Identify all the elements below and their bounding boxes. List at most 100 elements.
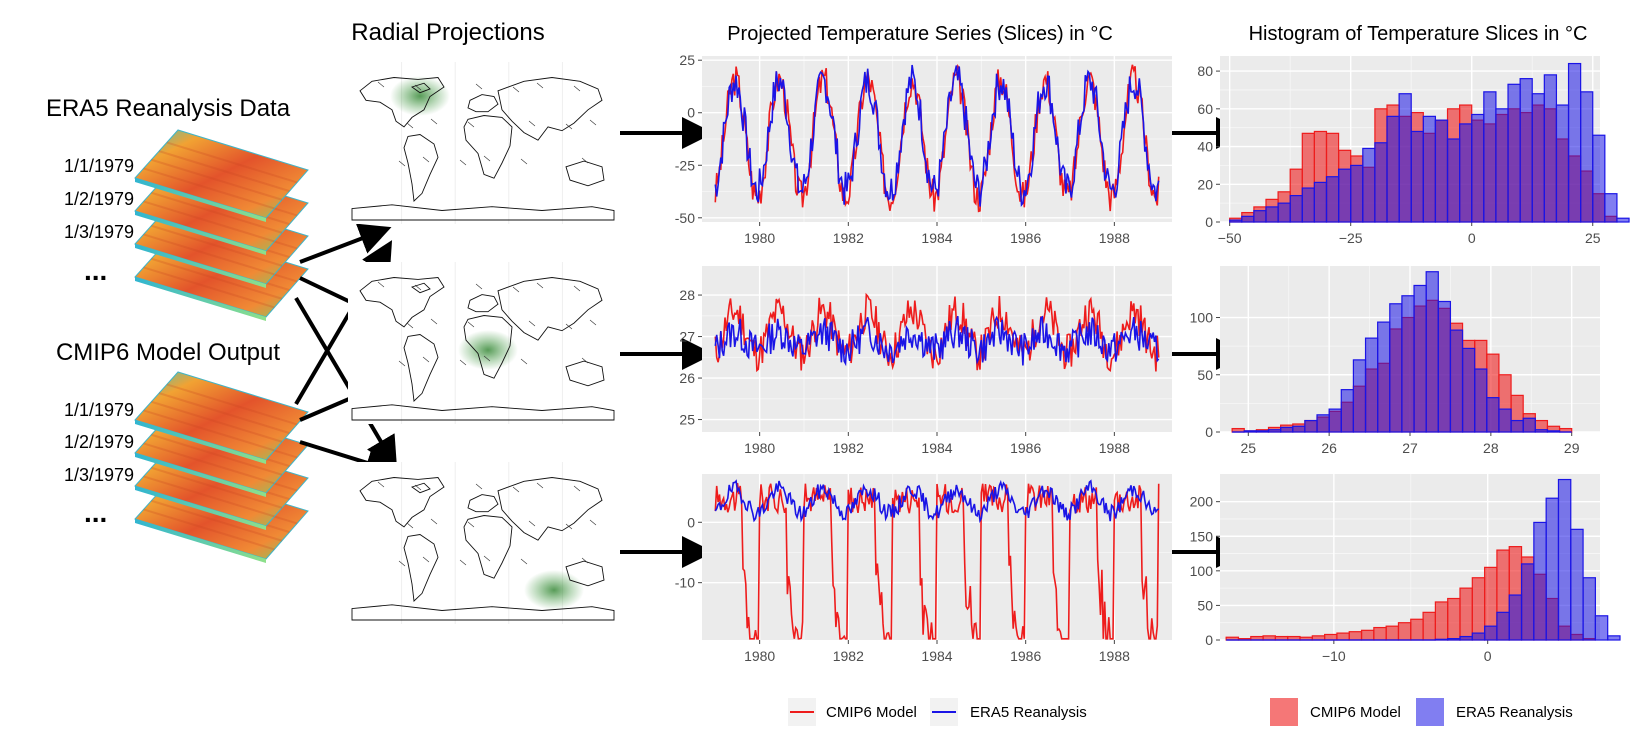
- era5-layer-4-band-1: [143, 266, 275, 309]
- chart-2-x-tick-label-3: 1984: [921, 440, 952, 456]
- series-chart-1: 25 0 -25 -50 1980 1982 1984 1986 1988: [675, 52, 1172, 246]
- chart-4-reanalysis-bar-24: [1507, 83, 1521, 223]
- chart-3-y-tick-label-2: -10: [675, 575, 695, 591]
- map-1-landmass-6: [565, 160, 605, 187]
- chart-3-series-model-line: [714, 482, 1160, 640]
- chart-4-x-tick-label-2: −25: [1339, 230, 1363, 246]
- map-2-border-hint-5: [589, 319, 597, 326]
- map-1-border-hint-13: [573, 85, 581, 92]
- map-3-border-hint-6: [422, 556, 430, 563]
- arrow-era5-to-map-1: [299, 223, 392, 264]
- chart-6-reanalysis-bar-27: [1545, 497, 1560, 641]
- chart-6-model-bar-21: [1471, 577, 1486, 641]
- chart-1-series-reanalysis-line: [714, 64, 1160, 207]
- chart-6-model-bar-11: [1348, 631, 1363, 641]
- map-3-border-hint-11: [467, 521, 475, 528]
- map-2-border-hint-17: [565, 323, 573, 330]
- chart-4-reanalysis-bar-7: [1301, 187, 1315, 223]
- era5-date-3: 1/3/1979: [64, 222, 134, 242]
- map-2-landmass-8: [351, 404, 615, 421]
- radial-projection-map-1: [348, 62, 616, 224]
- cmip6-layer-2-band-1: [143, 442, 275, 485]
- chart-6-model-bar-13: [1373, 626, 1387, 641]
- chart-4-x-tick-label-4: 25: [1585, 230, 1601, 246]
- cmip6-layer-edge-3: [135, 486, 266, 530]
- map-2-border-hint-7: [475, 283, 483, 290]
- map-3-border-hint-5: [589, 519, 597, 526]
- legend-swatch-reanalysis: [1416, 698, 1444, 726]
- chart-2-y-tick-label-1: 28: [679, 287, 695, 303]
- histogram-legend: CMIP6 Model ERA5 Reanalysis: [1270, 698, 1573, 726]
- chart-4-reanalysis-bar-12: [1362, 147, 1376, 223]
- era5-layer-edge-1: [135, 178, 266, 222]
- map-3-border-hint-14: [406, 522, 414, 529]
- chart-6-model-bar-20: [1459, 587, 1473, 641]
- chart-1-y-tick-label-2: 0: [687, 105, 695, 121]
- chart-4-y-tick-label-1: 0: [1205, 214, 1213, 230]
- chart-4-reanalysis-bar-2: [1241, 215, 1255, 223]
- chart-6-reanalysis-bar-18: [1434, 638, 1449, 641]
- chart-6-reanalysis-bar-21: [1471, 632, 1486, 641]
- map-1-border-hint-7: [475, 83, 483, 90]
- map-3-border-hint-17: [565, 523, 573, 530]
- map-2-border-hint-6: [422, 356, 430, 363]
- chart-4-reanalysis-bar-31: [1592, 134, 1606, 223]
- chart-6-model-bar-18: [1434, 601, 1449, 641]
- map-2-border-hint-15: [459, 359, 467, 366]
- map-2-border-hint-14: [406, 322, 414, 329]
- title-temperature-series: Projected Temperature Series (Slices) in…: [727, 23, 1113, 45]
- era5-layer-2-band-2: [151, 191, 283, 234]
- map-1-border-hint-14: [406, 122, 414, 129]
- map-2-border-hint-10: [414, 284, 422, 291]
- map-1-border-hint-6: [422, 156, 430, 163]
- chart-5-x-tick-label-5: 29: [1564, 440, 1580, 456]
- map-3-border-hint-1: [377, 481, 385, 488]
- map-1-border-hint-1: [377, 81, 385, 88]
- chart-6-reanalysis-bar-19: [1447, 638, 1461, 641]
- map-1-border-hint-5: [589, 119, 597, 126]
- map-1-border-hint-15: [459, 159, 467, 166]
- map-1-landmass-5: [497, 77, 603, 141]
- map-3-border-hint-7: [475, 483, 483, 490]
- cmip6-layer-1-band-4: [166, 383, 298, 426]
- arrow-era5-to-map-3: [294, 296, 398, 469]
- chart-6-x-tick-label-1: −10: [1322, 648, 1346, 664]
- chart-6-reanalysis-bar-24: [1508, 594, 1523, 641]
- map-2-border-hint-11: [467, 321, 475, 328]
- map-3-projection-center: [524, 570, 584, 610]
- chart-6-model-bar-16: [1410, 618, 1424, 641]
- cmip6-layer-edge-2: [135, 453, 266, 497]
- chart-4-y-tick-label-4: 60: [1197, 101, 1213, 117]
- era5-layer-3-band-2: [151, 224, 283, 267]
- chart-3-x-tick-label-4: 1986: [1010, 648, 1041, 664]
- map-3-landmass-5: [497, 477, 603, 541]
- chart-5-reanalysis-bar-6: [1292, 425, 1306, 433]
- map-3-landmass-2: [403, 534, 439, 602]
- chart-5-reanalysis-bar-19: [1449, 329, 1464, 433]
- map-3-landmass-7: [411, 482, 431, 494]
- era5-layer-edge-3: [135, 244, 266, 288]
- map-1-landmass-7: [411, 82, 431, 94]
- chart-4-reanalysis-bar-15: [1398, 93, 1412, 223]
- chart-4-reanalysis-bar-9: [1325, 176, 1340, 223]
- map-3-border-hint-16: [512, 486, 520, 493]
- chart-5-reanalysis-bar-22: [1486, 397, 1500, 433]
- map-2-landmass-2: [403, 334, 439, 402]
- chart-5-reanalysis-bar-8: [1316, 414, 1330, 433]
- cmip6-layer-3-band-2: [151, 466, 283, 509]
- map-1-landmass-4: [463, 115, 513, 179]
- era5-layer-3-band-1: [143, 233, 275, 276]
- chart-4-reanalysis-bar-8: [1313, 181, 1328, 223]
- chart-4-x-tick-label-3: 0: [1468, 230, 1476, 246]
- map-2-border-hint-3: [483, 355, 491, 362]
- chart-6-model-bar-12: [1360, 629, 1375, 641]
- cmip6-layer-1-band-3: [158, 392, 290, 435]
- era5-layer-edge-2: [135, 211, 266, 255]
- chart-4-reanalysis-bar-26: [1531, 93, 1545, 223]
- chart-2-series-model-line: [714, 292, 1160, 373]
- chart-2-y-tick-label-4: 25: [679, 412, 695, 428]
- chart-5-y-tick-label-2: 50: [1197, 367, 1213, 383]
- map-2-border-hint-8: [528, 320, 536, 327]
- cmip6-layer-edge-4: [135, 519, 266, 563]
